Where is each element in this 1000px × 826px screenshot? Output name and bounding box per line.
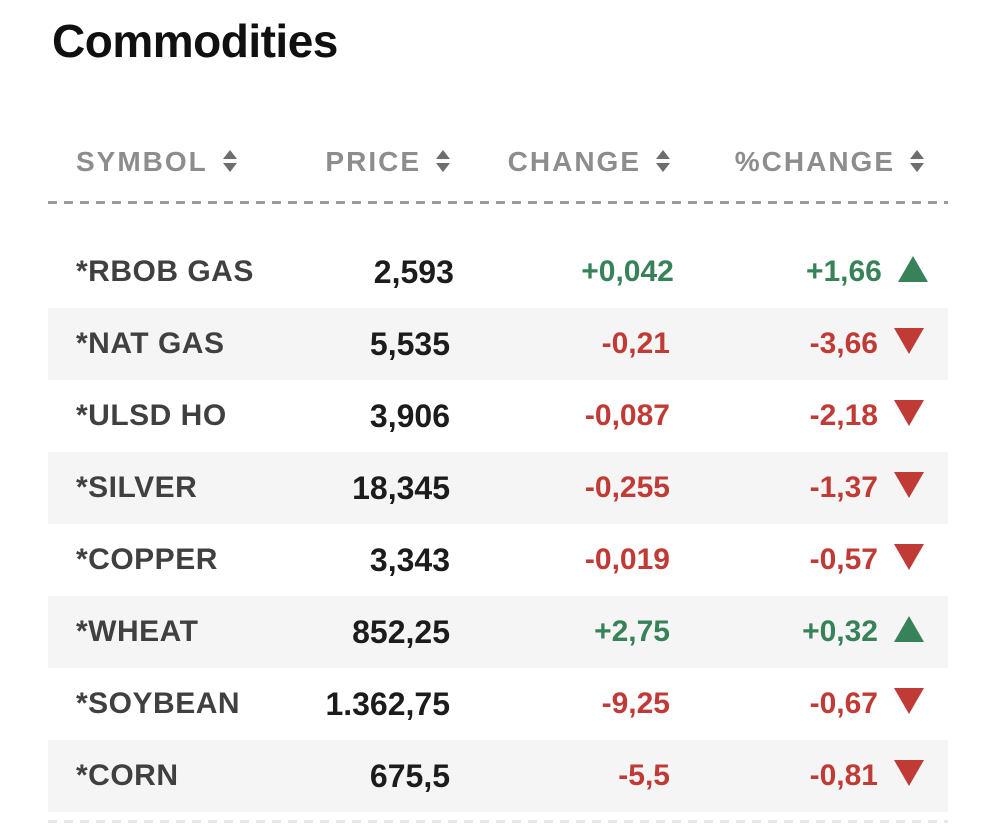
down-triangle-icon [894,760,924,786]
change-cell: -9,25 [601,687,670,720]
pct-change-value: -1,37 [809,471,878,504]
pct-change-value: +1,66 [805,255,882,288]
symbol-cell: *NAT GAS [76,327,225,360]
price-cell: 675,5 [369,757,450,794]
pct-change-cell: -3,66 [670,327,924,361]
down-triangle-icon [894,400,924,426]
price-cell: 3,343 [369,541,450,578]
sort-arrows-icon [656,150,670,172]
table-row[interactable]: *RBOB GAS 2,593 +0,042 +1,66 [48,236,948,308]
pct-change-value: -2,18 [809,399,878,432]
price-cell: 852,25 [352,613,450,650]
commodities-table: SYMBOL PRICE CHANGE %CHANGE [48,144,948,180]
column-header-symbol[interactable]: SYMBOL [76,146,250,178]
up-triangle-icon [894,616,924,642]
pct-change-cell: -0,81 [670,759,924,793]
down-triangle-icon [894,544,924,570]
price-cell: 3,906 [369,397,450,434]
symbol-cell: *COPPER [76,543,218,576]
change-cell: -0,019 [584,543,670,576]
down-triangle-icon [894,472,924,498]
table-row[interactable]: *CORN 675,5 -5,5 -0,81 [48,740,948,812]
pct-change-value: -0,81 [809,759,878,792]
table-body: *RBOB GAS 2,593 +0,042 +1,66 *NAT GAS 5,… [48,236,948,812]
symbol-cell: *SOYBEAN [76,687,241,720]
sort-arrows-icon [436,150,450,172]
table-row[interactable]: *NAT GAS 5,535 -0,21 -3,66 [48,308,948,380]
price-cell: 5,535 [369,325,450,362]
pct-change-cell: -1,37 [670,471,924,505]
column-header-symbol-label: SYMBOL [76,146,208,177]
change-cell: +0,042 [581,255,674,288]
pct-change-cell: -2,18 [670,399,924,433]
column-header-change[interactable]: CHANGE [450,146,670,178]
pct-change-value: -0,57 [809,543,878,576]
change-cell: -5,5 [618,759,670,792]
symbol-cell: *RBOB GAS [76,255,254,288]
pct-change-cell: -0,57 [670,543,924,577]
symbol-cell: *CORN [76,759,179,792]
price-cell: 1.362,75 [325,685,450,722]
column-header-price-label: PRICE [325,146,421,177]
down-triangle-icon [894,688,924,714]
column-header-pct-change-label: %CHANGE [734,146,895,177]
change-cell: -0,255 [584,471,670,504]
pct-change-value: -3,66 [809,327,878,360]
down-triangle-icon [894,328,924,354]
pct-change-value: -0,67 [809,687,878,720]
symbol-cell: *ULSD HO [76,399,227,432]
table-row[interactable]: *COPPER 3,343 -0,019 -0,57 [48,524,948,596]
change-cell: -0,21 [601,327,670,360]
change-cell: -0,087 [584,399,670,432]
page-title: Commodities [52,15,338,67]
pct-change-value: +0,32 [802,615,878,648]
column-header-price[interactable]: PRICE [250,146,450,178]
pct-change-cell: -0,67 [670,687,924,721]
table-header-row: SYMBOL PRICE CHANGE %CHANGE [48,144,948,180]
column-header-change-label: CHANGE [507,146,641,177]
table-row[interactable]: *ULSD HO 3,906 -0,087 -2,18 [48,380,948,452]
sort-arrows-icon [910,150,924,172]
up-triangle-icon [897,256,928,282]
symbol-cell: *WHEAT [76,615,199,648]
column-header-pct-change[interactable]: %CHANGE [670,146,924,178]
table-row[interactable]: *WHEAT 852,25 +2,75 +0,32 [48,596,948,668]
price-cell: 18,345 [352,469,450,506]
pct-change-cell: +1,66 [674,255,928,289]
price-cell: 2,593 [373,253,454,290]
change-cell: +2,75 [594,615,670,648]
header-separator [48,201,948,204]
table-row[interactable]: *SILVER 18,345 -0,255 -1,37 [48,452,948,524]
sort-arrows-icon [222,150,237,172]
pct-change-cell: +0,32 [670,615,924,649]
table-row[interactable]: *SOYBEAN 1.362,75 -9,25 -0,67 [48,668,948,740]
symbol-cell: *SILVER [76,471,198,504]
table-bottom-separator [48,820,948,823]
